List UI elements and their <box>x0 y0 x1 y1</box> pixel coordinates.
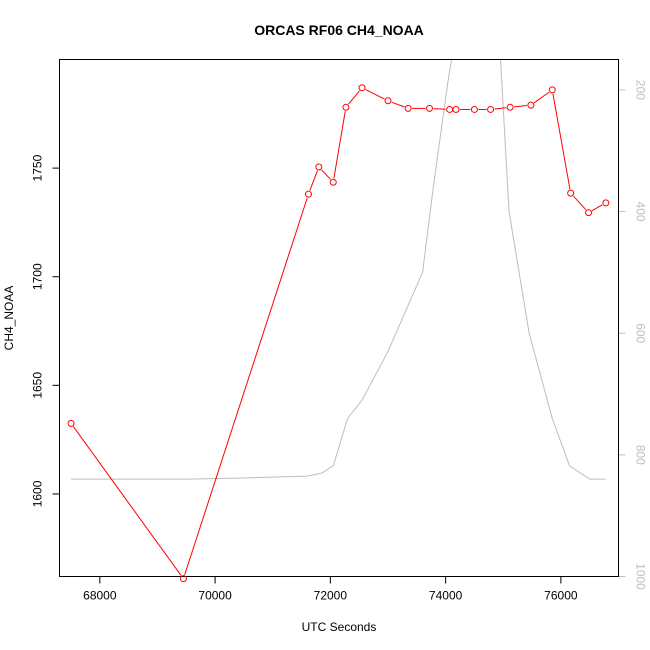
series-line-segment <box>184 197 308 576</box>
y2-tick-label: 600 <box>634 323 648 343</box>
data-point <box>585 209 593 217</box>
y-tick-label: 1700 <box>31 263 45 290</box>
data-point <box>425 104 433 112</box>
data-point <box>358 84 366 92</box>
data-point <box>329 178 337 186</box>
series-line-segment <box>433 108 446 110</box>
series-line-segment <box>365 89 385 100</box>
series-line-segment <box>552 93 571 190</box>
y2-tick-label: 1000 <box>634 563 648 590</box>
axes: 68000 70000 72000 74000 76000 1600 1650 1700 175… <box>31 80 648 603</box>
series-line-segment <box>309 170 318 191</box>
data-point <box>470 105 478 113</box>
data-point <box>548 86 556 94</box>
x-tick-label: 68000 <box>83 589 117 603</box>
data-point <box>452 105 460 113</box>
data-point <box>506 103 514 111</box>
x-tick-label: 70000 <box>198 589 232 603</box>
series-line-segment <box>494 107 507 110</box>
data-point <box>67 419 75 427</box>
y2-tick-label: 200 <box>634 80 648 100</box>
plot-frame <box>59 59 619 577</box>
chart-title: ORCAS RF06 CH4_NOAA <box>254 22 424 38</box>
x-tick-label: 72000 <box>314 589 348 603</box>
data-point <box>179 575 187 583</box>
series-line-right-axis <box>71 59 606 480</box>
data-point <box>602 199 610 207</box>
plot-area <box>71 59 606 576</box>
series-line-segment <box>333 111 346 179</box>
y-axis-label: CH4_NOAA <box>2 286 16 351</box>
x-tick-label: 76000 <box>544 589 578 603</box>
x-axis-label: UTC Seconds <box>302 620 377 634</box>
data-point <box>384 97 392 105</box>
y-tick-label: 1750 <box>31 154 45 181</box>
data-point <box>342 103 350 111</box>
data-point <box>527 101 535 109</box>
y-tick-label: 1650 <box>31 372 45 399</box>
data-point <box>304 190 312 198</box>
series-line-segment <box>591 204 603 212</box>
series-line-segment <box>348 90 360 105</box>
y-tick-label: 1600 <box>31 480 45 507</box>
series-line-segment <box>72 426 182 576</box>
series-line-segment <box>514 105 527 108</box>
data-point <box>487 105 495 113</box>
data-point <box>446 105 454 113</box>
series-line-segment <box>321 169 331 180</box>
series-line-segment <box>391 101 405 108</box>
data-point <box>315 163 323 171</box>
series-line-segment <box>573 195 587 211</box>
x-tick-label: 74000 <box>429 589 463 603</box>
data-point <box>567 189 575 197</box>
y2-tick-label: 800 <box>634 445 648 465</box>
series-line-segment <box>533 91 550 104</box>
y2-tick-label: 400 <box>634 202 648 222</box>
data-point <box>404 104 412 112</box>
